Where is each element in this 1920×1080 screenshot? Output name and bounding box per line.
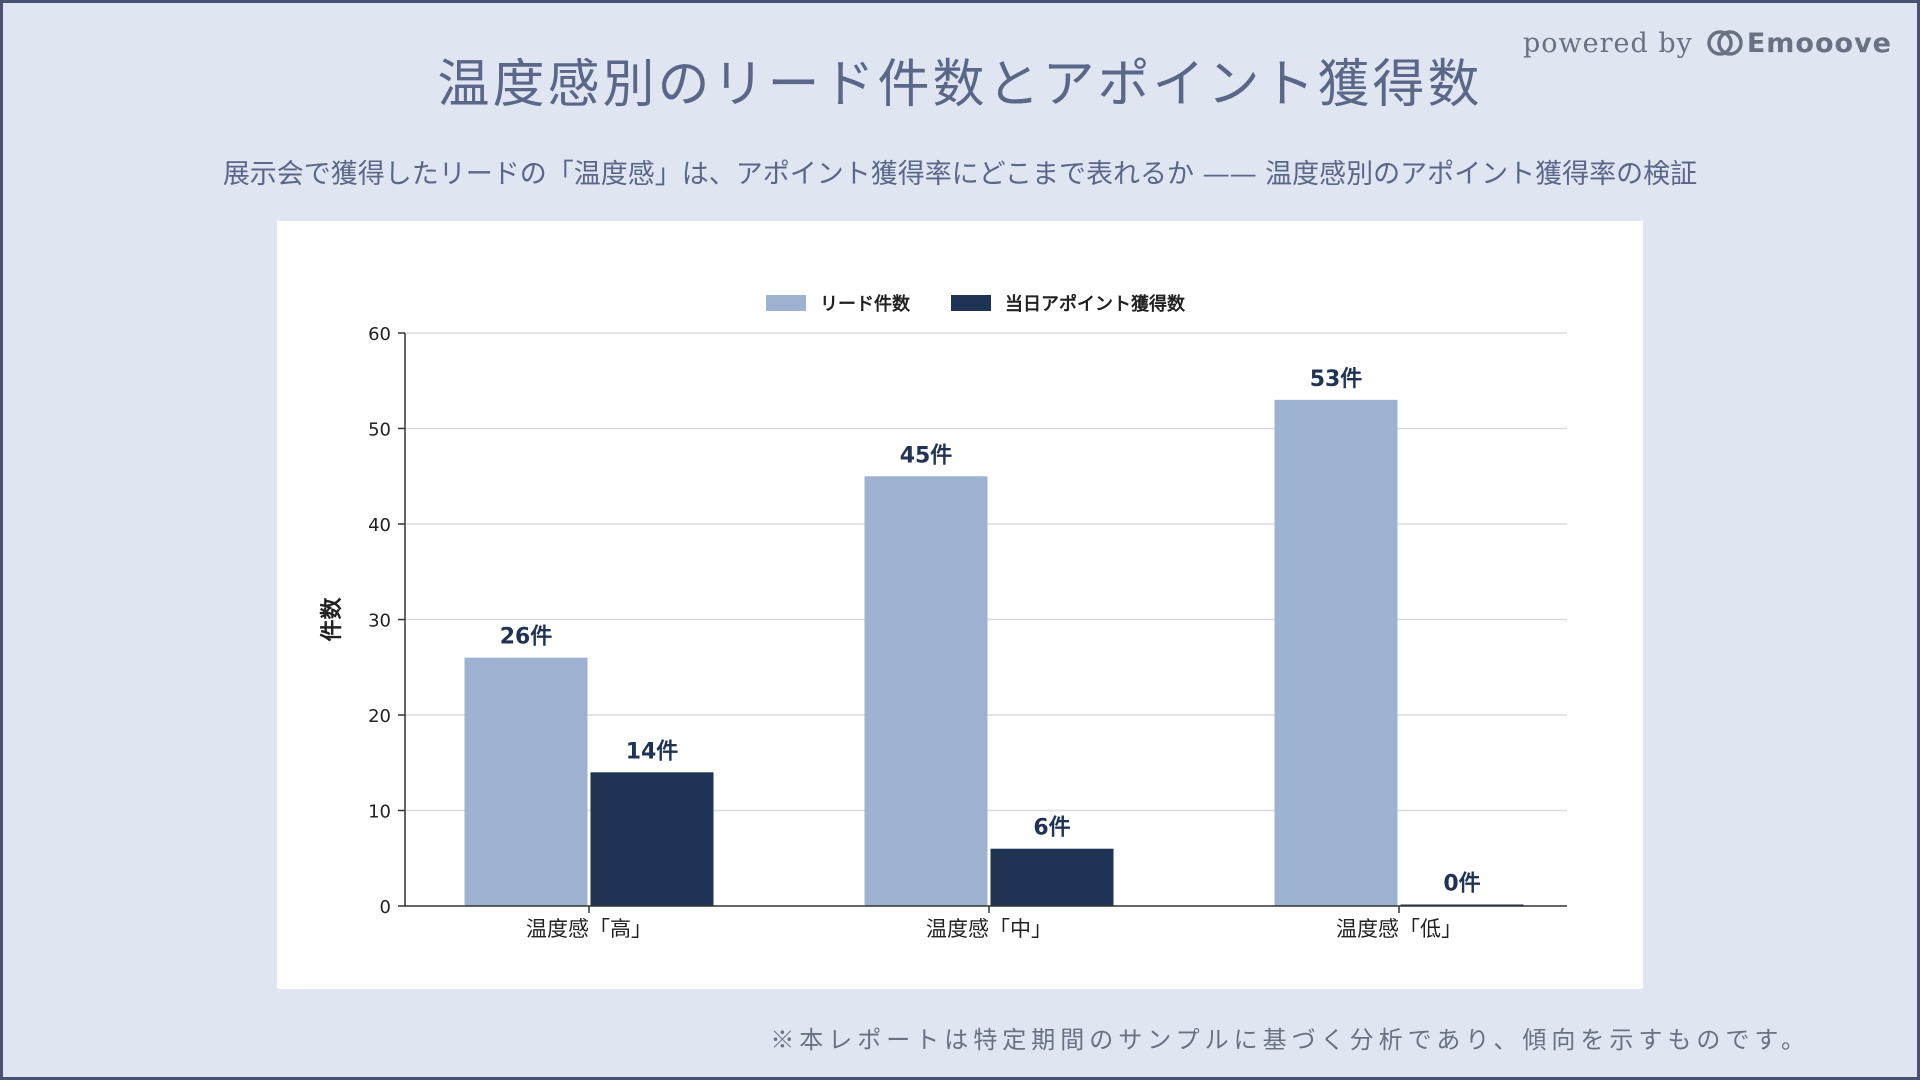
chart-panel: 26件 14件 45件 6件 53件 0件 0 10 20 30 40 50 60 件数温度感「高」 温度… <box>277 221 1643 989</box>
footnote: ※本レポートは特定期間のサンプルに基づく分析であり、傾向を示すものです。 <box>770 1026 1810 1054</box>
y-tick-label: 40 <box>368 515 391 536</box>
legend: リード件数 当日アポイント獲得数 <box>766 293 1186 315</box>
bars: 26件 14件 45件 6件 53件 0件 <box>464 367 1524 906</box>
y-tick-label: 30 <box>368 611 391 632</box>
x-tick-label: 温度感「高」 <box>526 917 652 941</box>
bar-leads <box>1274 399 1398 906</box>
bar-leads <box>464 657 588 906</box>
page-title: 温度感別のリード件数とアポイント獲得数 <box>437 55 1483 115</box>
y-tick-label: 20 <box>368 706 391 727</box>
legend-swatch <box>766 295 806 311</box>
brand-name: Emooove <box>1746 27 1892 59</box>
legend-swatch <box>951 295 991 311</box>
powered-by-label: powered by <box>1522 27 1693 59</box>
legend-label: リード件数 <box>820 293 911 315</box>
y-tick-label: 50 <box>368 420 391 441</box>
brand-logo: Emooove <box>1707 26 1892 60</box>
powered-by-badge: powered by Emooove <box>1523 26 1892 60</box>
data-label: 45件 <box>900 443 953 468</box>
data-label: 6件 <box>1033 816 1070 841</box>
bar-leads <box>864 476 988 906</box>
page-subtitle: 展示会で獲得したリードの「温度感」は、アポイント獲得率にどこまで表れるか —— … <box>222 159 1698 190</box>
data-label: 14件 <box>626 739 679 764</box>
brand-mark-icon <box>1707 30 1743 56</box>
y-axis-label: 件数 <box>319 597 345 642</box>
data-label: 0件 <box>1443 872 1480 897</box>
x-tick-label: 温度感「低」 <box>1336 917 1462 941</box>
y-tick-label: 0 <box>380 897 391 918</box>
legend-label: 当日アポイント獲得数 <box>1005 293 1186 315</box>
y-tick-label: 60 <box>368 324 391 345</box>
bar-appointments <box>990 848 1114 906</box>
x-tick-label: 温度感「中」 <box>926 917 1052 941</box>
data-label: 26件 <box>500 625 553 650</box>
data-label: 53件 <box>1310 367 1363 392</box>
y-tick-label: 10 <box>368 802 391 823</box>
bar-appointments <box>590 772 714 906</box>
